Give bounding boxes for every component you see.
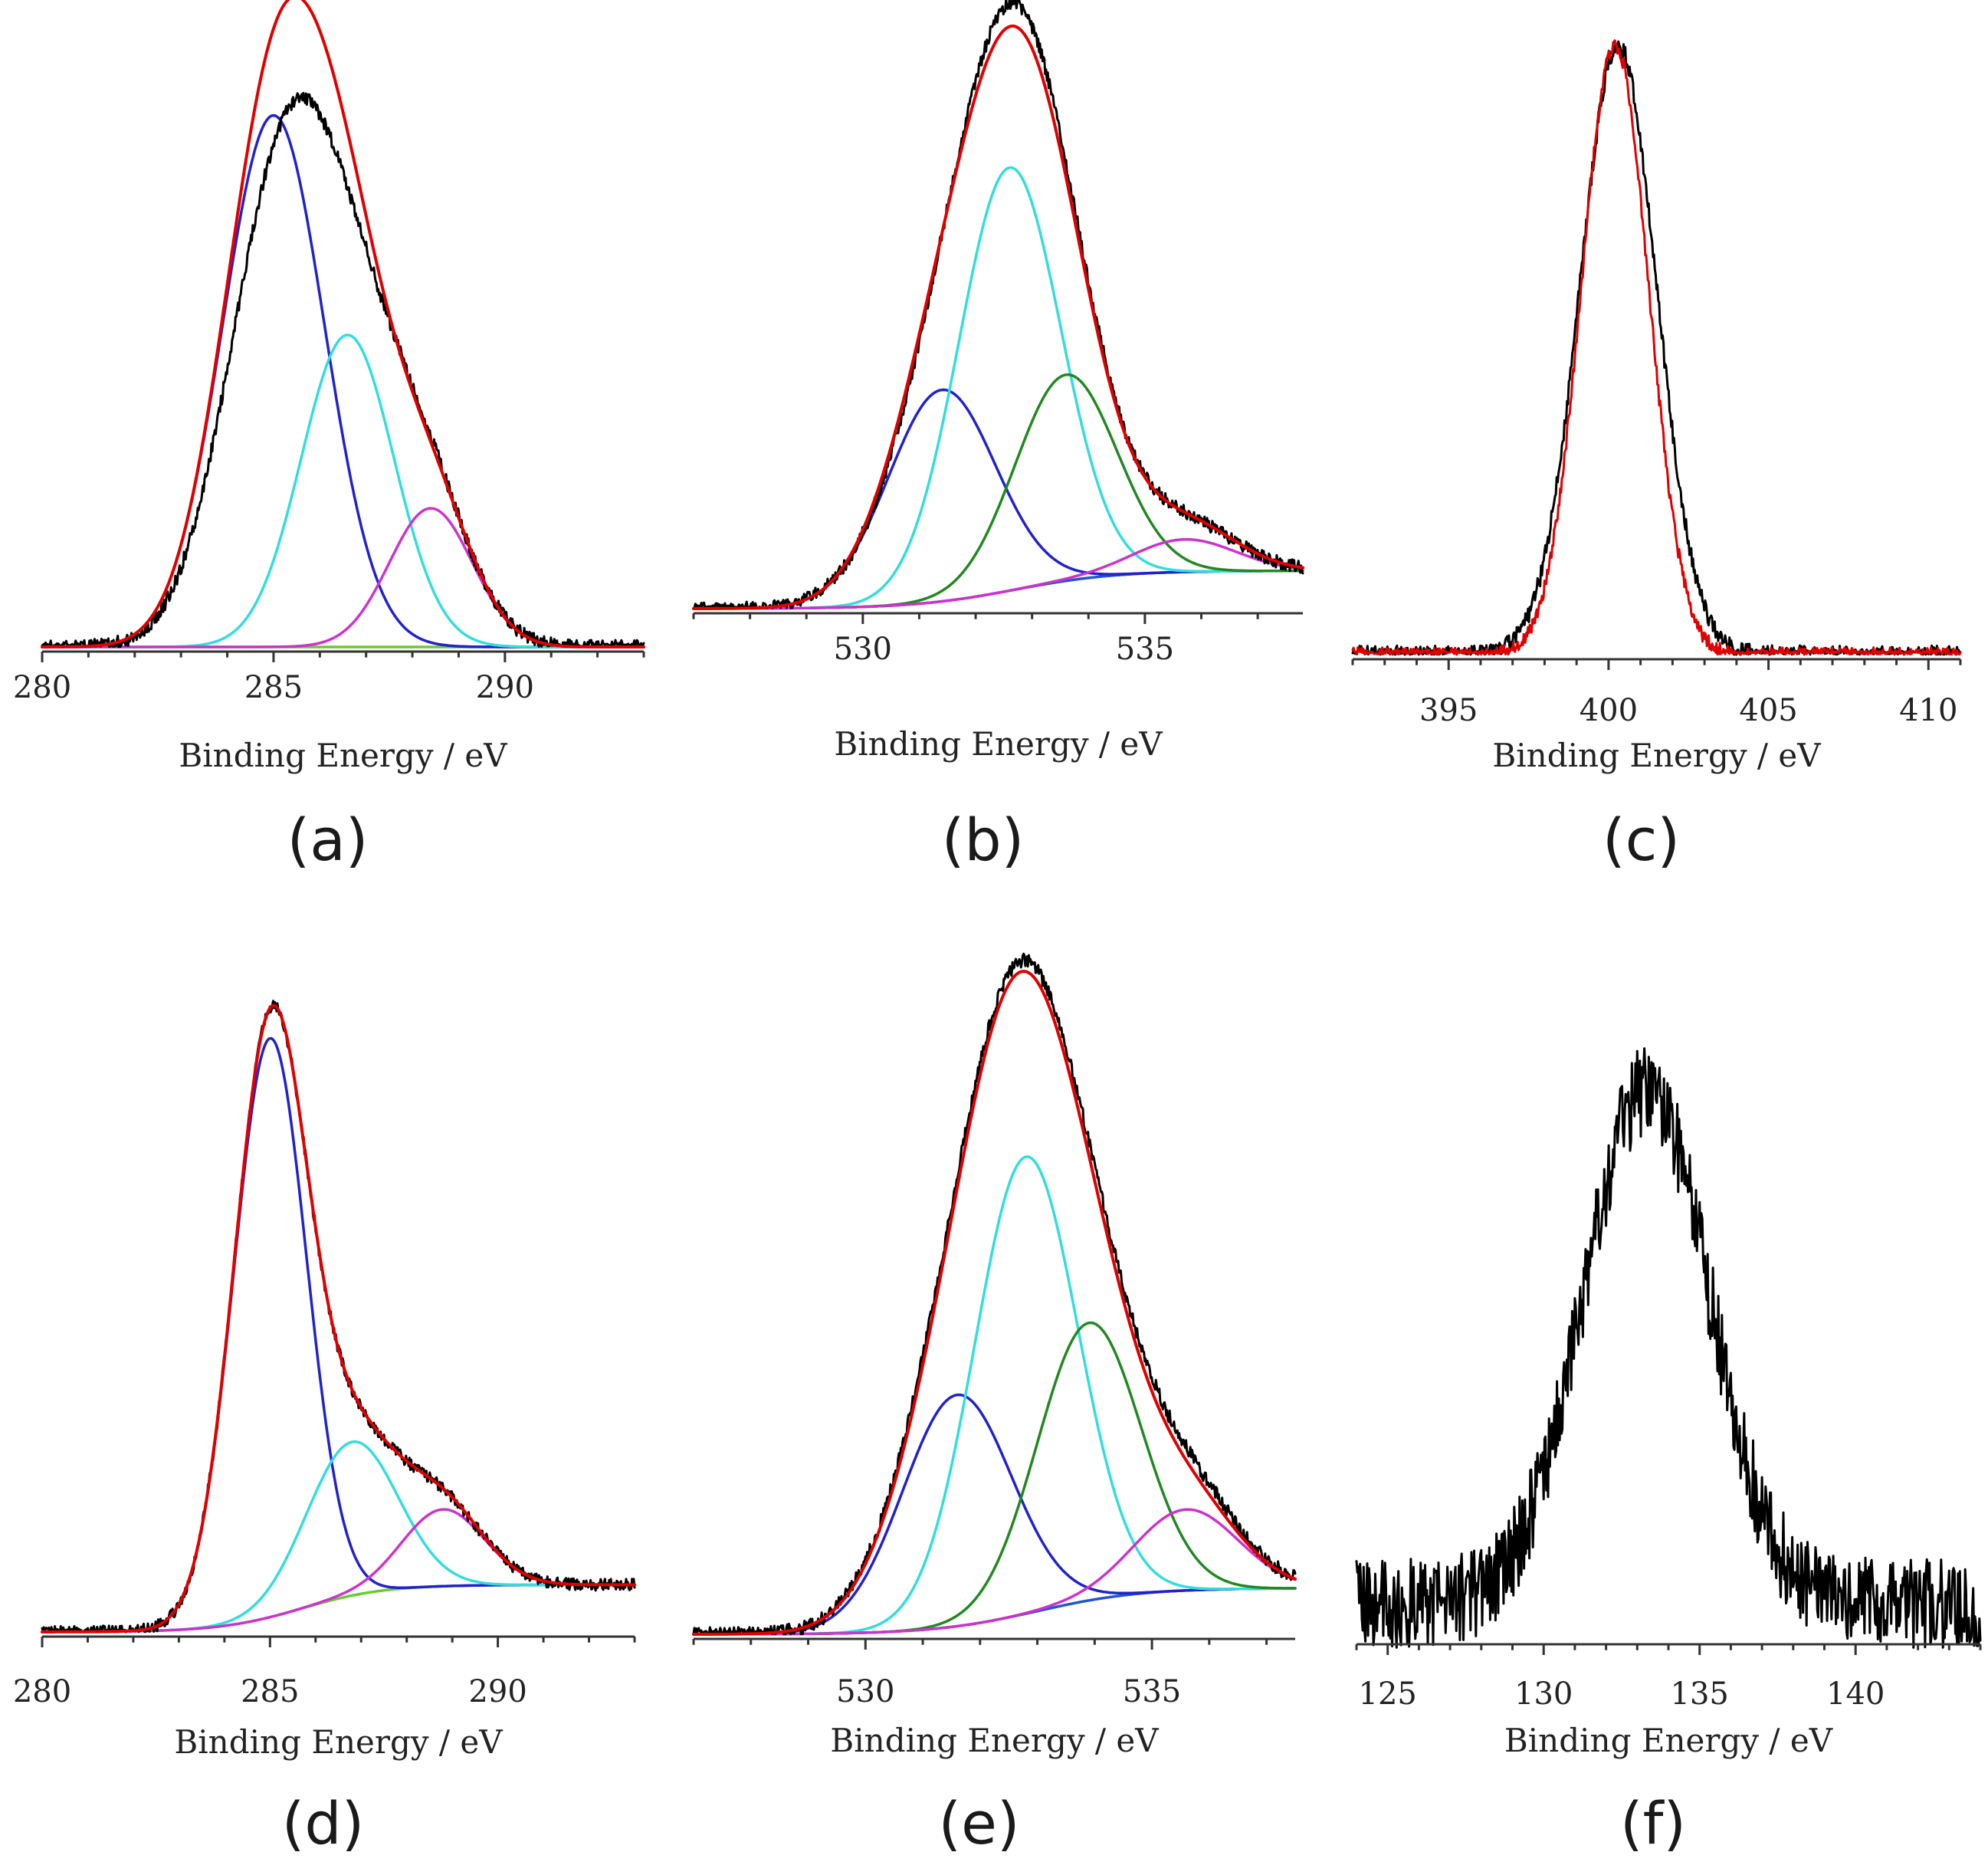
panel-e-ticks: 530 535: [692, 1639, 1268, 1709]
panel-e: 530 535 Binding Energy / eV (e): [692, 952, 1297, 1857]
panel-d-x-axis-title: Binding Energy / eV: [174, 1723, 503, 1761]
panel-c-tick-label: 410: [1899, 693, 1957, 728]
panel-f-tick-label: 140: [1826, 1676, 1885, 1712]
panel-d-tick-label: 285: [241, 1674, 299, 1709]
panel-d-experimental-line: [41, 1000, 636, 1634]
panel-d-background-line: [41, 1583, 636, 1634]
panel-c-curves: [1351, 39, 1962, 656]
panel-a-tick-label: 285: [244, 670, 303, 705]
panel-d-label: (d): [282, 1789, 365, 1857]
panel-d-component-3-line: [41, 1508, 636, 1634]
panel-d-component-2-line: [41, 1440, 636, 1634]
panel-a: 280 285 290 Binding Energy / eV (a): [13, 0, 645, 874]
panel-c-tick-label: 405: [1739, 693, 1797, 728]
panel-b-label: (b): [942, 806, 1025, 874]
panel-f-tick-label: 130: [1514, 1676, 1573, 1712]
panel-b-component-3-line: [692, 373, 1304, 610]
panel-b-fit-envelope-line: [692, 25, 1304, 610]
panel-e-experimental-line: [692, 952, 1297, 1636]
panel-b-component-1-line: [692, 388, 1304, 610]
panel-d-tick-label: 280: [13, 1674, 71, 1709]
panel-a-x-axis-title: Binding Energy / eV: [179, 737, 507, 774]
panel-e-x-axis-title: Binding Energy / eV: [830, 1722, 1159, 1759]
panel-f-x-axis-title: Binding Energy / eV: [1504, 1722, 1833, 1759]
panel-d-tick-label: 290: [468, 1674, 527, 1709]
panel-b-x-axis-title: Binding Energy / eV: [834, 725, 1163, 763]
panel-f-tick-label: 135: [1671, 1676, 1729, 1712]
panel-f-curves: [1355, 1047, 1982, 1649]
panel-a-tick-label: 290: [476, 670, 534, 705]
panel-c: 395 400 405 410 Binding Energy / eV (c): [1351, 39, 1962, 874]
panel-b-tick-label: 535: [1116, 632, 1174, 667]
panel-a-fit-envelope-line: [41, 0, 645, 649]
panel-d-component-1-line: [41, 1036, 636, 1634]
panel-c-tick-label: 395: [1419, 693, 1478, 728]
panel-a-ticks: 280 285 290: [13, 652, 645, 705]
panel-b-tick-label: 530: [834, 632, 892, 667]
panel-a-experimental-line: [41, 91, 645, 649]
panel-f-ticks: 125 130 135 140: [1355, 1644, 1982, 1712]
panel-f-label: (f): [1620, 1789, 1686, 1857]
panel-a-component-2-line: [41, 333, 645, 649]
panel-b-experimental-line: [692, 0, 1304, 610]
panel-c-experimental-line: [1351, 40, 1962, 656]
panel-d-ticks: 280 285 290: [13, 1637, 636, 1709]
panel-b-curves: [692, 0, 1304, 610]
panel-e-curves: [692, 952, 1297, 1636]
panel-d-fit-envelope-line: [41, 1003, 636, 1634]
panel-c-label: (c): [1603, 806, 1680, 874]
panel-a-tick-label: 280: [13, 670, 71, 705]
panel-a-label: (a): [287, 806, 369, 874]
panel-b-ticks: 530 535: [692, 613, 1259, 667]
panel-c-ticks: 395 400 405 410: [1351, 659, 1962, 728]
panel-e-component-2-line: [692, 1155, 1297, 1636]
panel-b-component-4-line: [692, 537, 1304, 610]
panel-a-curves: [41, 0, 645, 649]
panel-f-tick-label: 125: [1359, 1676, 1417, 1712]
panel-c-fit-line: [1351, 39, 1962, 656]
panel-c-x-axis-title: Binding Energy / eV: [1492, 737, 1821, 774]
panel-d-curves: [41, 1000, 636, 1634]
panel-c-tick-label: 400: [1580, 693, 1638, 728]
panel-e-fit-envelope-line: [692, 970, 1297, 1636]
panel-f-experimental-line: [1355, 1047, 1982, 1649]
panel-b: 530 535 Binding Energy / eV (b): [692, 0, 1304, 874]
panel-a-component-3-line: [41, 507, 645, 649]
panel-a-component-1-line: [41, 113, 645, 649]
panel-d: 280 285 290 Binding Energy / eV (d): [13, 1000, 636, 1857]
panel-e-tick-label: 535: [1123, 1674, 1181, 1709]
panel-e-tick-label: 530: [836, 1674, 894, 1709]
panel-e-label: (e): [938, 1789, 1019, 1857]
panel-e-component-4-line: [692, 1508, 1297, 1636]
panel-f: 125 130 135 140 Binding Energy / eV (f): [1355, 1047, 1982, 1857]
